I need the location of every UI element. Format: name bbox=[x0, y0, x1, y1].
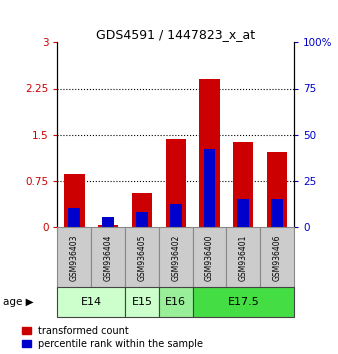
Bar bbox=[193, 227, 226, 289]
Text: E15: E15 bbox=[131, 297, 152, 307]
Text: GSM936404: GSM936404 bbox=[104, 234, 113, 281]
Bar bbox=[68, 208, 80, 227]
Bar bbox=[136, 212, 148, 227]
Bar bbox=[125, 227, 159, 289]
Bar bbox=[57, 227, 91, 289]
Bar bbox=[237, 199, 249, 227]
Legend: transformed count, percentile rank within the sample: transformed count, percentile rank withi… bbox=[22, 326, 203, 349]
Text: GSM936406: GSM936406 bbox=[273, 234, 282, 281]
Text: E17.5: E17.5 bbox=[227, 297, 259, 307]
Text: GSM936403: GSM936403 bbox=[70, 234, 79, 281]
Bar bbox=[260, 227, 294, 289]
Bar bbox=[267, 152, 287, 227]
Bar bbox=[199, 79, 220, 227]
Bar bbox=[125, 287, 159, 317]
Text: GSM936401: GSM936401 bbox=[239, 234, 248, 281]
Bar bbox=[226, 227, 260, 289]
Bar bbox=[132, 193, 152, 227]
Bar bbox=[98, 225, 118, 227]
Bar bbox=[159, 227, 193, 289]
Bar bbox=[233, 142, 254, 227]
Bar bbox=[203, 149, 215, 227]
Text: E16: E16 bbox=[165, 297, 186, 307]
Bar bbox=[159, 287, 193, 317]
Bar bbox=[170, 205, 182, 227]
Bar bbox=[193, 287, 294, 317]
Bar bbox=[271, 199, 283, 227]
Text: GSM936400: GSM936400 bbox=[205, 234, 214, 281]
Bar bbox=[102, 217, 114, 227]
Bar bbox=[166, 139, 186, 227]
Text: GSM936405: GSM936405 bbox=[138, 234, 146, 281]
Bar bbox=[64, 175, 84, 227]
Text: age ▶: age ▶ bbox=[3, 297, 34, 307]
Text: GSM936402: GSM936402 bbox=[171, 234, 180, 281]
Title: GDS4591 / 1447823_x_at: GDS4591 / 1447823_x_at bbox=[96, 28, 255, 41]
Bar bbox=[91, 227, 125, 289]
Bar bbox=[57, 287, 125, 317]
Text: E14: E14 bbox=[81, 297, 102, 307]
